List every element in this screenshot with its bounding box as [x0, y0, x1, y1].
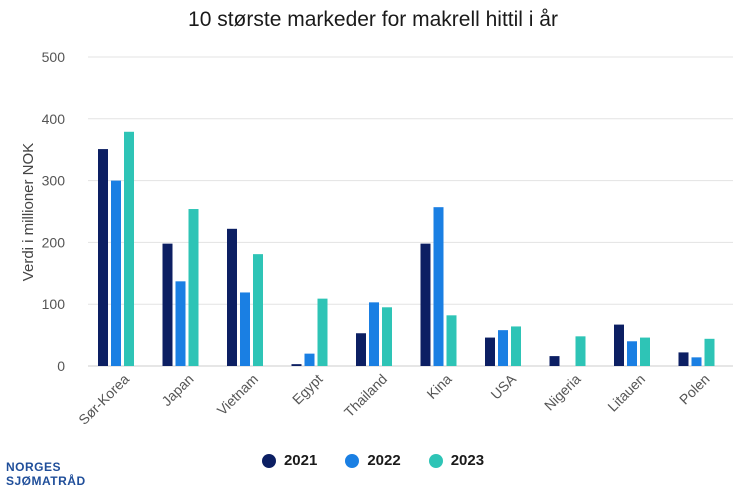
x-category-label: Nigeria: [541, 371, 584, 414]
bar-2023-Sør-Korea: [124, 131, 134, 366]
bar-2021-Japan: [162, 243, 173, 366]
bar-2021-USA: [485, 337, 495, 366]
legend-item-2021[interactable]: 2021: [261, 452, 318, 469]
bar-2023-Litauen: [640, 337, 650, 366]
y-axis-ticks: 0 100 200 300 400 500: [42, 49, 66, 374]
bar-2022-Polen: [691, 357, 702, 366]
bar-2022-USA: [498, 330, 508, 366]
bar-2021-Polen: [678, 352, 689, 366]
x-category-label: Egypt: [289, 371, 326, 408]
x-category-label: Japan: [158, 371, 196, 409]
brand-line-2: SJØMATRÅD: [6, 474, 86, 488]
bar-2022-Japan: [175, 281, 186, 366]
bar-2021-Vietnam: [227, 228, 237, 366]
bars: [98, 131, 715, 366]
bar-2023-Japan: [188, 209, 199, 366]
x-axis-categories: Sør-Korea Japan Vietnam Egypt Thailand Kina US…: [75, 370, 712, 427]
legend-dot-icon: [261, 453, 276, 468]
bar-2022-Kina: [433, 207, 444, 366]
y-axis-title: Verdi i millioner NOK: [20, 143, 37, 281]
bar-2022-Sør-Korea: [111, 180, 121, 366]
bar-2021-Nigeria: [549, 356, 560, 366]
bar-2021-Litauen: [614, 324, 624, 366]
bar-2022-Thailand: [369, 302, 379, 366]
y-tick-label: 400: [42, 111, 66, 127]
bar-2023-Polen: [704, 338, 715, 366]
bar-2021-Egypt: [291, 364, 302, 366]
x-category-label: Thailand: [341, 371, 390, 420]
x-category-label: USA: [487, 370, 519, 402]
x-category-label: Polen: [676, 371, 713, 408]
bar-2023-USA: [511, 326, 521, 366]
bar-2022-Litauen: [627, 341, 637, 366]
x-category-label: Kina: [423, 371, 454, 402]
bar-2021-Sør-Korea: [98, 149, 108, 366]
legend-label: 2021: [283, 452, 318, 469]
legend-item-2022[interactable]: 2022: [345, 452, 401, 469]
bar-2023-Nigeria: [575, 336, 586, 366]
bar-2023-Vietnam: [253, 254, 263, 366]
legend: 2021 2022 2023: [0, 452, 746, 469]
bar-2023-Thailand: [382, 307, 392, 366]
x-category-label: Vietnam: [214, 371, 261, 418]
legend-label: 2023: [450, 452, 485, 469]
bar-2023-Egypt: [317, 298, 328, 366]
bar-2021-Thailand: [356, 333, 366, 366]
legend-dot-icon: [428, 453, 443, 468]
brand-logo: NORGES SJØMATRÅD: [6, 460, 86, 488]
bar-2021-Kina: [420, 243, 431, 366]
y-tick-label: 0: [57, 358, 65, 374]
legend-label: 2022: [367, 452, 401, 469]
x-category-label: Sør-Korea: [75, 371, 132, 428]
brand-line-1: NORGES: [6, 460, 62, 474]
y-tick-label: 100: [42, 296, 66, 312]
legend-dot-icon: [345, 453, 360, 468]
legend-item-2023[interactable]: 2023: [428, 452, 485, 469]
chart-title: 10 største markeder for makrell hittil i…: [188, 8, 558, 31]
y-tick-label: 500: [42, 49, 66, 65]
y-tick-label: 300: [42, 173, 66, 189]
gridlines: [88, 56, 733, 367]
y-tick-label: 200: [42, 234, 66, 250]
x-category-label: Litauen: [604, 371, 648, 415]
bar-2022-Egypt: [304, 353, 315, 366]
bar-2023-Kina: [446, 315, 457, 366]
bar-2022-Vietnam: [240, 292, 250, 366]
